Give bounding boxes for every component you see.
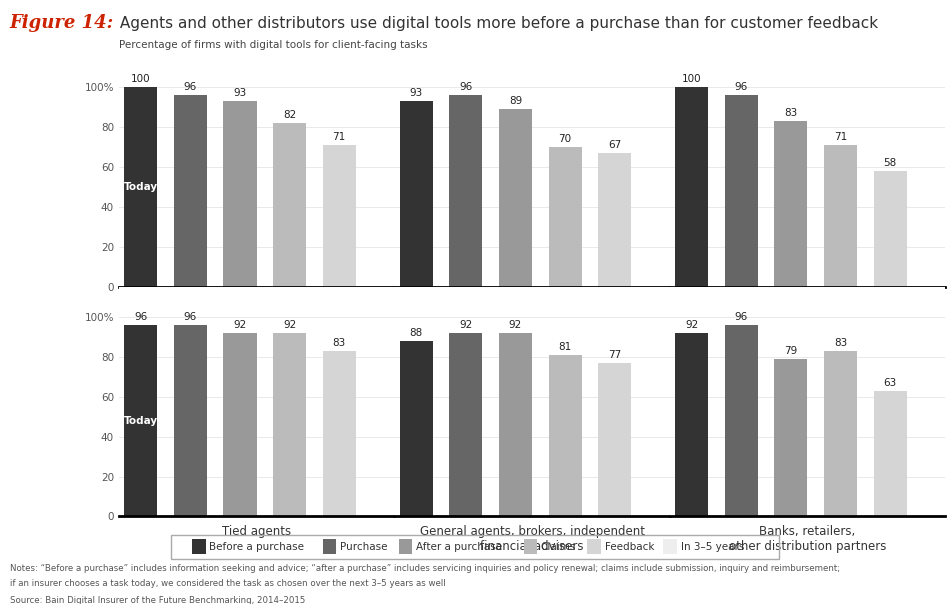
Bar — [499, 333, 532, 516]
Text: P&C: P&C — [38, 393, 81, 411]
Bar — [598, 153, 631, 287]
Bar — [675, 88, 709, 287]
Bar — [523, 539, 537, 554]
Bar — [174, 325, 207, 516]
Bar — [874, 391, 906, 516]
Text: Life: Life — [41, 163, 78, 181]
Text: Claims: Claims — [541, 542, 576, 551]
Text: 96: 96 — [459, 82, 472, 92]
Bar — [449, 333, 483, 516]
Text: 70: 70 — [559, 134, 572, 144]
Text: Figure 14:: Figure 14: — [10, 14, 114, 32]
Text: Banks, retailers,
other distribution partners: Banks, retailers, other distribution par… — [729, 525, 886, 553]
Text: Tied agents: Tied agents — [222, 525, 291, 539]
Text: Source: Bain Digital Insurer of the Future Benchmarking, 2014–2015: Source: Bain Digital Insurer of the Futu… — [10, 596, 305, 604]
Bar — [824, 351, 857, 516]
Text: Purchase: Purchase — [340, 542, 388, 551]
Text: 89: 89 — [509, 96, 522, 106]
Text: 96: 96 — [134, 312, 147, 322]
Text: Today: Today — [124, 182, 158, 192]
Text: 92: 92 — [685, 320, 698, 330]
Bar — [323, 145, 355, 287]
Bar — [774, 121, 808, 287]
Bar — [192, 539, 205, 554]
Text: 96: 96 — [734, 312, 748, 322]
Text: 92: 92 — [234, 320, 247, 330]
Text: 83: 83 — [332, 338, 346, 348]
Bar — [874, 171, 906, 287]
Text: 100: 100 — [131, 74, 151, 85]
Text: 92: 92 — [459, 320, 472, 330]
Bar — [323, 539, 336, 554]
Text: 67: 67 — [608, 140, 621, 150]
Text: 82: 82 — [283, 111, 296, 120]
Text: Percentage of firms with digital tools for client-facing tasks: Percentage of firms with digital tools f… — [119, 40, 428, 51]
Bar — [400, 101, 433, 287]
Text: Agents and other distributors use digital tools more before a purchase than for : Agents and other distributors use digita… — [115, 16, 878, 31]
Bar — [223, 101, 256, 287]
Text: In 3–5 years: In 3–5 years — [680, 542, 744, 551]
Text: Feedback: Feedback — [604, 542, 654, 551]
Text: 92: 92 — [283, 320, 296, 330]
Bar — [824, 145, 857, 287]
Text: 83: 83 — [785, 108, 798, 118]
Text: Today: Today — [124, 416, 158, 426]
Text: Notes: “Before a purchase” includes information seeking and advice; “after a pur: Notes: “Before a purchase” includes info… — [10, 564, 840, 573]
Bar — [400, 341, 433, 516]
Text: 58: 58 — [884, 158, 897, 168]
Bar — [174, 95, 207, 287]
Text: 92: 92 — [509, 320, 522, 330]
Bar — [548, 355, 581, 516]
Text: 81: 81 — [559, 342, 572, 352]
Bar — [449, 95, 483, 287]
Text: 79: 79 — [785, 345, 798, 356]
Text: 93: 93 — [234, 88, 247, 98]
Text: 71: 71 — [834, 132, 847, 142]
Bar — [499, 109, 532, 287]
Bar — [273, 333, 306, 516]
Text: if an insurer chooses a task today, we considered the task as chosen over the ne: if an insurer chooses a task today, we c… — [10, 579, 446, 588]
Bar — [548, 147, 581, 287]
Text: 63: 63 — [884, 378, 897, 388]
Text: 96: 96 — [734, 82, 748, 92]
Bar — [399, 539, 412, 554]
Text: 88: 88 — [409, 328, 423, 338]
Bar — [273, 123, 306, 287]
Bar — [663, 539, 676, 554]
Bar — [725, 325, 758, 516]
Text: 100: 100 — [682, 74, 702, 85]
Text: 77: 77 — [608, 350, 621, 360]
Bar — [124, 325, 158, 516]
Bar — [323, 351, 355, 516]
Text: After a purchase: After a purchase — [416, 542, 503, 551]
Bar — [598, 363, 631, 516]
Bar — [725, 95, 758, 287]
Bar — [774, 359, 808, 516]
Text: 71: 71 — [332, 132, 346, 142]
Bar — [587, 539, 600, 554]
Bar — [223, 333, 256, 516]
Text: 83: 83 — [834, 338, 847, 348]
Text: 93: 93 — [409, 88, 423, 98]
Bar — [124, 88, 158, 287]
Text: 96: 96 — [183, 312, 197, 322]
Text: 96: 96 — [183, 82, 197, 92]
Text: General agents, brokers, independent
financial advisers: General agents, brokers, independent fin… — [420, 525, 644, 553]
Text: Before a purchase: Before a purchase — [209, 542, 304, 551]
Bar — [675, 333, 709, 516]
